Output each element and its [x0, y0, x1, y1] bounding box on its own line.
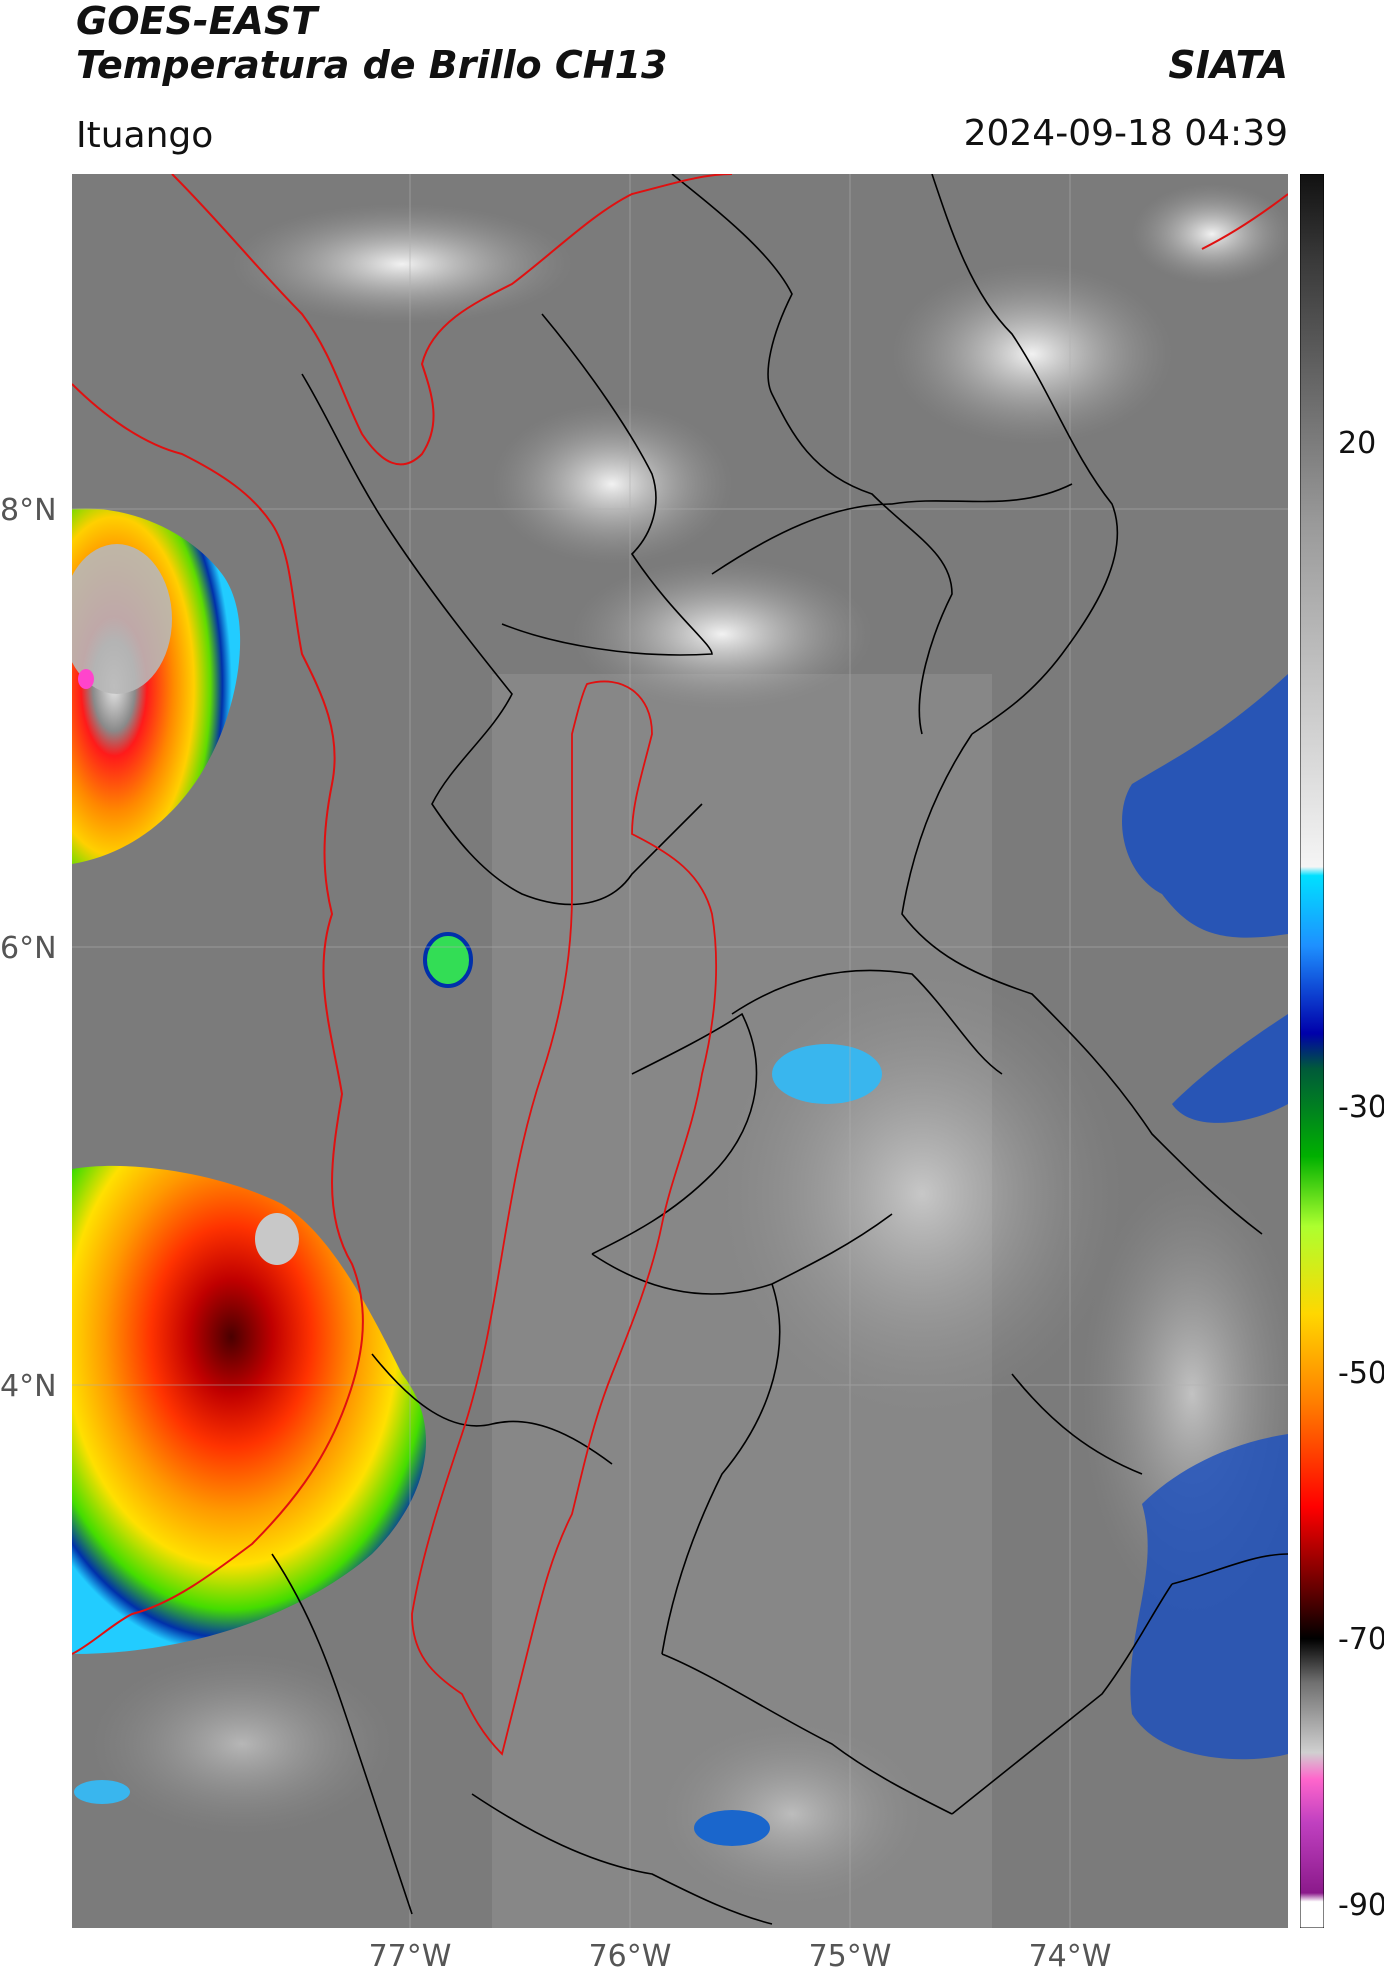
lat-label-4n: 4°N [0, 1369, 57, 1404]
cloud-patch [722, 974, 1122, 1414]
cloud-patch [892, 264, 1172, 444]
storm-center-cyan [772, 1044, 882, 1104]
colorbar-tick-minus50: -50 [1338, 1356, 1384, 1391]
ituango-outline [411, 680, 718, 1756]
colorbar-ticks: 20 -30 -50 -70 -90 [1326, 174, 1384, 1928]
colorbar-tick-minus70: -70 [1338, 1622, 1384, 1657]
lon-label-74w: 74°W [1028, 1939, 1112, 1974]
colorbar-tick-minus90: -90 [1338, 1888, 1384, 1923]
datetime-label: 2024-09-18 04:39 [963, 113, 1288, 154]
cloud-patch [232, 204, 572, 324]
cloud-patch [662, 1724, 922, 1904]
cloud-patch [572, 559, 872, 709]
cloud-patch [492, 404, 732, 564]
coastline-northeast [1201, 193, 1288, 250]
storm-cell-south [72, 1165, 426, 1654]
lat-label-8n: 8°N [0, 493, 57, 528]
storm-southeast [1130, 1434, 1288, 1760]
lon-label-76w: 76°W [588, 1939, 672, 1974]
storm-southwest-cyan [74, 1780, 130, 1804]
colorbar [1300, 174, 1324, 1928]
colorbar-tick-20: 20 [1338, 426, 1377, 461]
storm-core-south [255, 1213, 299, 1265]
storm-core-north [72, 544, 172, 694]
lat-label-6n: 6°N [0, 931, 57, 966]
storm-small-green [423, 932, 473, 988]
lon-label-75w: 75°W [808, 1939, 892, 1974]
colorbar-fill [1300, 174, 1324, 1928]
source-label: SIATA [1168, 43, 1288, 87]
cloud-patch [1132, 184, 1288, 284]
satellite-map [72, 174, 1288, 1928]
department-borders [271, 174, 1288, 1925]
storm-core-north-pink [78, 669, 94, 689]
cloud-patch [92, 1654, 392, 1834]
coastline [72, 383, 364, 1655]
title-line2: Temperatura de Brillo CH13 [76, 43, 668, 87]
region-label: Ituango [76, 115, 214, 156]
title-line1: GOES-EAST [76, 0, 318, 43]
coastline-north [171, 174, 733, 466]
storm-east-upper [1122, 674, 1288, 938]
storm-east-mid [1172, 1014, 1288, 1123]
graticule [72, 174, 1288, 1928]
storm-south-small [694, 1810, 770, 1846]
lon-label-77w: 77°W [368, 1939, 452, 1974]
colorbar-tick-minus30: -30 [1338, 1090, 1384, 1125]
